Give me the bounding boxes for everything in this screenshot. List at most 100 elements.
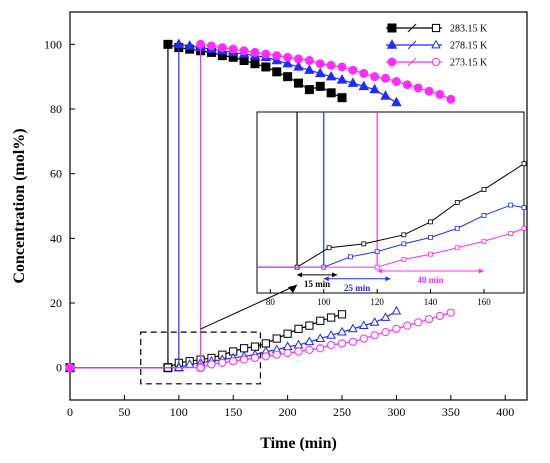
data-point-filled [261, 62, 271, 72]
inset-annotation: 40 min [377, 268, 484, 285]
data-point-open [414, 318, 423, 327]
data-point-open [218, 358, 227, 367]
data-point-filled [250, 47, 260, 57]
data-point-filled [282, 57, 293, 68]
legend-marker-open [431, 23, 441, 33]
zoom-region-box [140, 331, 262, 385]
annotation-arrow-tail [297, 272, 303, 278]
data-point-filled [326, 60, 336, 70]
data-point-open [196, 363, 205, 372]
data-point-open [261, 352, 270, 361]
data-point-open [294, 324, 303, 333]
data-point-filled [163, 39, 173, 49]
data-point-filled [391, 96, 402, 107]
data-point-filled [304, 56, 314, 65]
data-point-filled [424, 86, 434, 96]
inset-data-point [481, 213, 487, 218]
data-point-open [174, 362, 184, 372]
y-axis-title: Concentration (mol%) [11, 128, 28, 283]
data-point-filled [250, 59, 260, 69]
data-point-open [337, 339, 347, 348]
data-point-open [229, 357, 238, 366]
legend-marker-open [431, 57, 441, 67]
data-point-open [348, 337, 358, 346]
inset-data-point [454, 245, 460, 251]
inset-annotation: 15 min [297, 272, 338, 289]
data-point-filled [358, 80, 370, 91]
inset-data-point [428, 235, 433, 240]
data-point-filled [325, 70, 337, 81]
data-point-filled [348, 65, 358, 75]
data-point-open [327, 340, 336, 350]
data-point-open [358, 320, 369, 330]
data-point-open [424, 315, 434, 324]
data-point-filled [446, 94, 456, 104]
inset-series-273.15 K [257, 225, 527, 270]
inset-data-point [428, 251, 433, 257]
data-point-open [207, 360, 216, 369]
inset-data-point [361, 241, 367, 247]
y-tick-label: 0 [56, 361, 62, 375]
series-273.15 K [65, 39, 456, 373]
data-point-filled [196, 39, 206, 49]
x-tick-label: 0 [67, 405, 73, 419]
data-point-open [272, 334, 281, 343]
data-point-open [327, 313, 336, 322]
data-point-open [316, 344, 325, 353]
legend-slash [407, 57, 417, 67]
data-point-open [337, 326, 347, 336]
data-point-open [283, 349, 292, 358]
inset-series-278.15 K [257, 202, 527, 270]
data-point-filled [337, 93, 347, 103]
inset-data-point [481, 187, 487, 192]
plot-frame [69, 11, 528, 401]
data-point-filled [391, 77, 401, 87]
data-point-filled [304, 64, 315, 74]
inset-data-point [481, 238, 487, 244]
legend-entry: 273.15 K [386, 57, 488, 69]
inset-data-point [508, 231, 514, 236]
data-point-filled [381, 73, 391, 83]
inset-series-line [257, 204, 525, 268]
legend-marker-filled [386, 39, 398, 49]
inset-data-point [521, 161, 527, 167]
data-point-filled [217, 43, 227, 53]
legend-marker-open [431, 39, 441, 49]
inset-data-point [508, 202, 514, 208]
inset-x-tick-label: 100 [317, 297, 331, 307]
inset-annotation: 25 min [323, 276, 391, 293]
data-point-open [348, 323, 358, 333]
data-point-filled [370, 72, 380, 82]
annotation-label: 15 min [304, 279, 330, 289]
data-point-open [359, 334, 368, 343]
data-point-open [304, 336, 315, 346]
data-point-filled [413, 83, 423, 93]
data-point-open [239, 344, 249, 353]
annotation-arrow-tail [377, 268, 383, 274]
x-tick-label: 150 [224, 405, 242, 419]
data-point-filled [435, 89, 445, 99]
legend-entry: 278.15 K [386, 39, 488, 52]
data-point-filled [369, 83, 380, 94]
data-point-open [392, 324, 401, 333]
inset-data-point [521, 225, 527, 231]
data-point-filled [184, 40, 195, 50]
data-point-open [403, 321, 412, 330]
x-tick-label: 50 [118, 405, 130, 419]
inset-data-point [401, 241, 407, 247]
data-point-open [391, 305, 402, 315]
inset-x-tick-label: 120 [370, 297, 384, 307]
data-point-open [305, 345, 314, 354]
data-point-filled [283, 72, 293, 82]
series-lower-line [200, 312, 452, 369]
inset-data-point [521, 205, 527, 211]
data-point-filled [272, 67, 282, 77]
data-point-open [305, 321, 314, 330]
data-point-open [316, 316, 325, 325]
y-tick-label: 100 [44, 37, 62, 51]
inset-data-point [401, 232, 407, 238]
inset-x-tick-label: 160 [477, 297, 491, 307]
data-point-open [337, 310, 347, 319]
data-point-filled [272, 51, 282, 61]
